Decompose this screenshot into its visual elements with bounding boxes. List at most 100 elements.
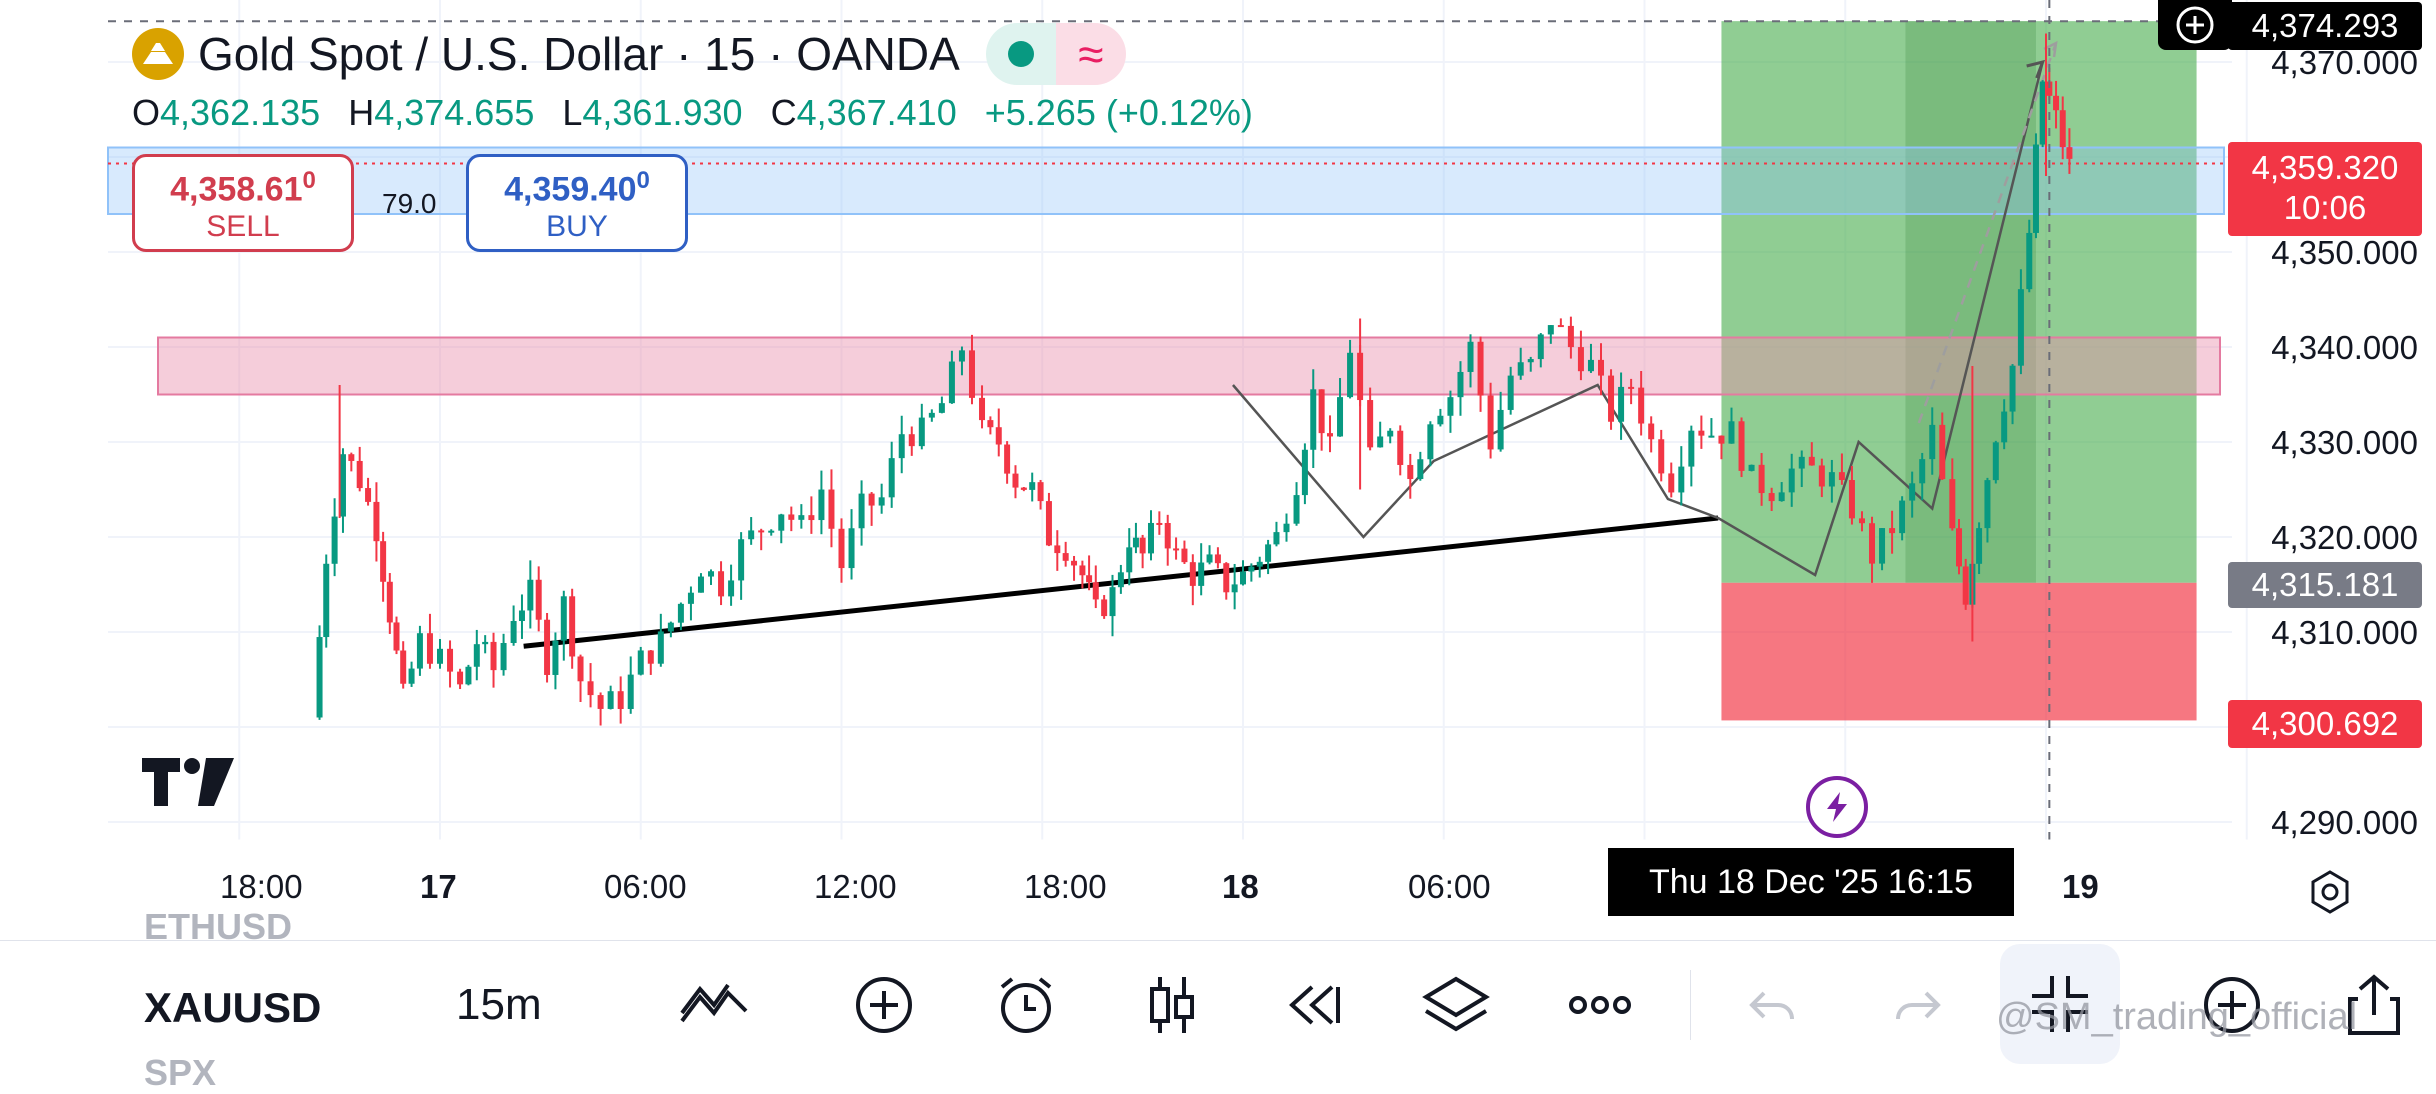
candle: [1071, 555, 1078, 581]
candle-body: [1698, 430, 1705, 436]
chart-type-button[interactable]: [1132, 970, 1212, 1040]
candle: [1477, 336, 1484, 412]
candle-body: [2017, 289, 2024, 366]
candle-body: [1848, 480, 1855, 519]
candle-body: [1417, 459, 1424, 480]
candles-series: [316, 33, 2073, 726]
candle-body: [535, 579, 542, 620]
candle: [535, 566, 542, 632]
toolbar-divider: [1690, 970, 1691, 1040]
candle-body: [1992, 442, 1999, 481]
price-label-4310: 4,310.000: [2271, 614, 2418, 651]
time-label-0600b: 06:00: [1408, 868, 1491, 905]
loss-zone: [1721, 582, 2197, 721]
add-indicator-button[interactable]: [844, 970, 924, 1040]
candle: [1939, 412, 1946, 480]
candle-body: [1054, 545, 1061, 554]
share-button[interactable]: [2334, 970, 2414, 1040]
entry-price-tag: 4,315.181: [2228, 562, 2422, 608]
candle-body: [2001, 411, 2008, 443]
candle: [1164, 514, 1171, 566]
candle-body: [808, 515, 815, 521]
candle-body: [1437, 415, 1444, 425]
candle: [948, 350, 955, 404]
data-indicator-icon[interactable]: ≈: [1055, 23, 1126, 85]
candle-body: [416, 633, 423, 669]
candle-body: [1240, 571, 1246, 585]
candle-body: [1587, 359, 1594, 372]
candle-body: [1939, 424, 1946, 480]
candle-body: [1029, 482, 1036, 490]
candle-body: [1109, 587, 1116, 617]
sell-button[interactable]: 4,358.610 SELL: [132, 154, 354, 252]
replay-button[interactable]: [1274, 970, 1354, 1040]
price-chart[interactable]: [0, 0, 2436, 940]
layers-button[interactable]: [1416, 970, 1496, 1040]
candle: [1012, 465, 1019, 499]
candle: [987, 416, 994, 435]
candle: [1929, 407, 1936, 475]
market-status-pill[interactable]: ≈: [985, 23, 1126, 85]
more-button[interactable]: [1560, 970, 1640, 1040]
candle-body: [1020, 487, 1027, 490]
candle: [1808, 442, 1815, 466]
candle: [938, 396, 945, 414]
current-price: 4,359.320: [2251, 149, 2399, 186]
low-value: 4,361.930: [582, 92, 743, 133]
candle-body: [1929, 424, 1936, 460]
symbol-header[interactable]: Gold Spot / U.S. Dollar · 15 · OANDA ≈: [132, 23, 1126, 85]
sell-price-pip: 0: [302, 166, 316, 194]
candle: [1337, 378, 1344, 437]
undo-button[interactable]: [1732, 970, 1812, 1040]
candle-body: [968, 350, 975, 398]
candle-body: [958, 350, 965, 362]
candle-body: [1427, 424, 1434, 460]
candle-body: [1869, 523, 1876, 564]
candle: [1223, 562, 1230, 600]
candle-body: [908, 434, 915, 447]
candle: [1189, 554, 1196, 606]
candle: [457, 668, 464, 690]
candle: [748, 517, 755, 545]
candle: [637, 646, 644, 676]
candle-body: [1808, 456, 1815, 466]
lightning-icon[interactable]: [1806, 776, 1868, 838]
time-label-1800: 18:00: [220, 868, 303, 905]
candle-body: [1062, 553, 1069, 561]
candle-body: [627, 674, 634, 710]
market-open-icon[interactable]: [985, 23, 1056, 85]
symbol-next[interactable]: SPX: [144, 1052, 217, 1093]
candle: [1301, 443, 1308, 505]
candle-body: [2039, 81, 2046, 145]
candle-body: [1181, 548, 1188, 563]
chart-settings-icon[interactable]: [2306, 868, 2354, 921]
candle: [1507, 366, 1514, 415]
redo-button[interactable]: [1878, 970, 1958, 1040]
candle: [500, 633, 507, 676]
candle-body: [1273, 532, 1280, 545]
candle-body: [373, 501, 380, 542]
candle: [1265, 539, 1272, 575]
drawing-tools-button[interactable]: [674, 970, 754, 1040]
candle-body: [898, 434, 905, 459]
symbol-prev[interactable]: ETHUSD: [144, 906, 293, 947]
price-label-4370: 4,370.000: [2271, 44, 2418, 81]
candle-body: [1126, 547, 1133, 573]
alert-button[interactable]: [986, 970, 1066, 1040]
candle: [1818, 458, 1825, 498]
candle-body: [426, 633, 433, 664]
candle: [518, 594, 525, 639]
add-button[interactable]: [2192, 970, 2272, 1040]
candle-body: [482, 641, 489, 645]
collapse-button[interactable]: [2000, 944, 2120, 1064]
candle-body: [1283, 523, 1290, 533]
more-dots-icon: [1569, 996, 1631, 1014]
buy-button[interactable]: 4,359.400 BUY: [466, 154, 688, 252]
candle: [1962, 558, 1969, 610]
candle: [316, 625, 323, 720]
candle-body: [1301, 449, 1308, 496]
symbol-selector[interactable]: XAUUSD: [144, 984, 322, 1031]
timeframe-selector[interactable]: 15m: [456, 980, 542, 1029]
trend-tools-icon: [680, 983, 748, 1023]
add-alert-button[interactable]: [2158, 0, 2232, 50]
